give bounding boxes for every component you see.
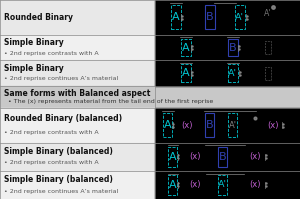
Text: A: A [164, 120, 171, 130]
Text: A': A' [264, 9, 271, 18]
Text: (x): (x) [189, 180, 200, 189]
Bar [0, 171, 300, 199]
Bar [0, 108, 300, 142]
Text: • 2nd reprise continues A’s material: • 2nd reprise continues A’s material [4, 76, 118, 81]
Bar [155, 60, 300, 86]
Text: A: A [182, 43, 189, 53]
Text: Same forms with Balanced aspect: Same forms with Balanced aspect [4, 89, 150, 98]
Text: Rounded Binary (balanced): Rounded Binary (balanced) [4, 114, 122, 123]
Text: • 2nd reprise contrasts with A: • 2nd reprise contrasts with A [4, 130, 99, 135]
Text: A': A' [218, 180, 227, 189]
Text: B: B [206, 120, 213, 130]
Bar [205, 113, 214, 137]
Bar [0, 35, 300, 60]
Bar [170, 5, 181, 29]
Text: Simple Binary (balanced): Simple Binary (balanced) [4, 147, 113, 156]
Text: Simple Binary (balanced): Simple Binary (balanced) [4, 175, 113, 184]
Bar [218, 175, 227, 195]
Text: (x): (x) [250, 152, 261, 161]
Bar [181, 39, 190, 57]
Text: A': A' [229, 121, 236, 130]
Bar [265, 41, 271, 54]
Text: • 2nd reprise contrasts with A: • 2nd reprise contrasts with A [4, 51, 99, 56]
Bar [0, 86, 300, 108]
Bar [155, 108, 300, 142]
Text: B: B [229, 43, 236, 53]
Bar [181, 64, 190, 82]
Text: Rounded Binary: Rounded Binary [4, 13, 73, 22]
Bar [155, 171, 300, 199]
Text: (x): (x) [267, 121, 278, 130]
Bar [168, 147, 177, 167]
Bar [0, 142, 300, 171]
Text: A': A' [235, 13, 244, 22]
Text: A: A [182, 68, 189, 78]
Text: (x): (x) [189, 152, 200, 161]
Bar [0, 0, 300, 35]
Bar [163, 113, 172, 137]
Text: A': A' [228, 69, 237, 78]
Text: A: A [172, 12, 179, 22]
Bar [205, 5, 214, 29]
Text: (x): (x) [250, 180, 261, 189]
Text: B: B [219, 152, 226, 162]
Text: Simple Binary: Simple Binary [4, 64, 64, 73]
Bar [155, 35, 300, 60]
Text: • The (x) represents material from the tail end of the first reprise: • The (x) represents material from the t… [4, 99, 213, 104]
Bar [228, 113, 237, 137]
Text: (x): (x) [182, 121, 193, 130]
Text: A: A [169, 180, 176, 190]
Bar [155, 0, 300, 35]
Bar [168, 175, 177, 195]
Bar [227, 39, 238, 57]
Bar [265, 67, 271, 80]
Bar [0, 60, 300, 86]
Text: B: B [206, 12, 213, 22]
Bar [155, 142, 300, 171]
Text: • 2nd reprise continues A’s material: • 2nd reprise continues A’s material [4, 189, 118, 194]
Bar [235, 5, 244, 29]
Text: Simple Binary: Simple Binary [4, 38, 64, 47]
Bar [227, 64, 238, 82]
Text: A: A [169, 152, 176, 162]
Text: • 2nd reprise contrasts with A: • 2nd reprise contrasts with A [4, 160, 99, 165]
Bar [218, 147, 227, 167]
